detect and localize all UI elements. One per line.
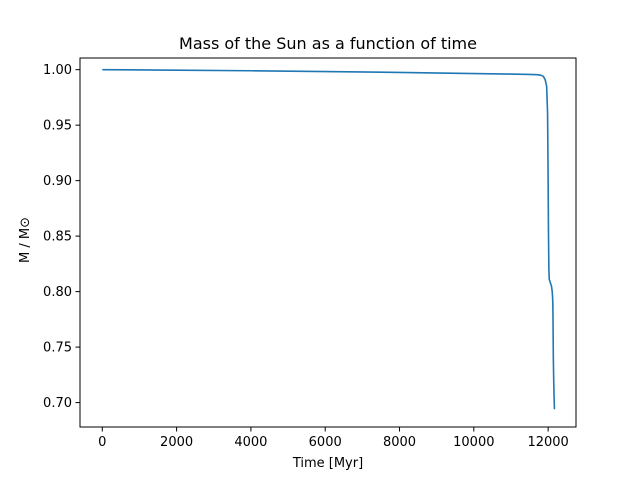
x-tick-label: 6000 — [309, 435, 342, 450]
axes-frame — [79, 57, 577, 428]
plot-area — [102, 68, 556, 410]
x-tick-label: 4000 — [234, 435, 267, 450]
x-axis-label: Time [Myr] — [292, 456, 363, 471]
y-tick-label: 0.75 — [43, 341, 72, 356]
y-tick-label: 0.85 — [43, 230, 72, 245]
y-tick-label: 0.95 — [43, 119, 72, 134]
axes-layer: 0 2000 4000 6000 8000 10000 12000 0.70 0.75 0.80 0… — [43, 57, 577, 450]
y-tick-label: 0.70 — [43, 396, 72, 411]
x-tick-label: 8000 — [383, 435, 416, 450]
x-tick-label: 2000 — [160, 435, 193, 450]
x-tick-label: 10000 — [453, 435, 494, 450]
chart-title: Mass of the Sun as a function of time — [179, 34, 477, 53]
y-tick-label: 0.80 — [43, 285, 72, 300]
x-tick-label: 0 — [98, 435, 106, 450]
series-line-0 — [102, 68, 556, 410]
x-tick-label: 12000 — [527, 435, 568, 450]
y-tick-label: 1.00 — [43, 63, 72, 78]
y-tick-label: 0.90 — [43, 174, 72, 189]
y-axis-label: M / M⊙ — [18, 217, 33, 263]
